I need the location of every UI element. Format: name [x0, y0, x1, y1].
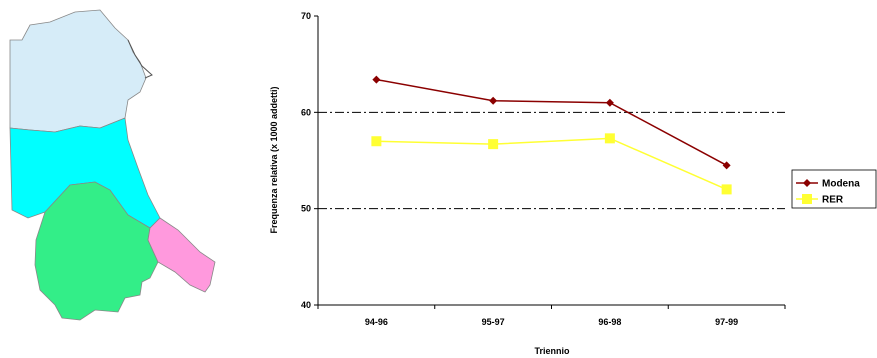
y-tick-label-50: 50	[301, 204, 311, 214]
point-modena-2	[605, 98, 614, 107]
series-line-modena	[376, 78, 727, 166]
point-modena-3	[722, 161, 731, 170]
legend-marker-rer	[802, 194, 812, 204]
legend-label-modena: Modena	[822, 179, 860, 190]
point-modena-1	[489, 96, 498, 105]
y-tick-label-40: 40	[301, 300, 311, 310]
point-rer-2	[604, 133, 615, 144]
x-tick-label-95-97: 95-97	[482, 317, 505, 327]
y-tick-label-60: 60	[301, 107, 311, 117]
x-tick-label-96-98: 96-98	[598, 317, 621, 327]
x-axis-label: Triennio	[534, 346, 570, 356]
point-modena-0	[372, 75, 381, 84]
series-group	[371, 75, 732, 195]
y-axis-label: Frequenza relativa (x 1000 addetti)	[269, 86, 279, 233]
legend-marker-modena	[803, 179, 811, 187]
x-tick-labels: 94-96 95-97 96-98 97-99	[365, 317, 738, 327]
point-rer-1	[488, 139, 499, 150]
map-region-east	[147, 217, 216, 293]
grid-lines	[318, 111, 785, 210]
y-tick-labels: 40 50 60 70	[301, 11, 311, 310]
point-rer-3	[721, 184, 732, 195]
series-line-rer	[376, 137, 727, 191]
x-tick-label-97-99: 97-99	[715, 317, 738, 327]
y-tick-label-70: 70	[301, 11, 311, 21]
axes	[314, 15, 786, 309]
legend-label-rer: RER	[822, 195, 844, 206]
x-tick-label-94-96: 94-96	[365, 317, 388, 327]
map-coast-detail	[127, 39, 153, 79]
point-rer-0	[371, 136, 382, 147]
region-map	[9, 9, 216, 321]
map-region-south	[34, 181, 159, 321]
legend: Modena RER	[791, 169, 877, 209]
